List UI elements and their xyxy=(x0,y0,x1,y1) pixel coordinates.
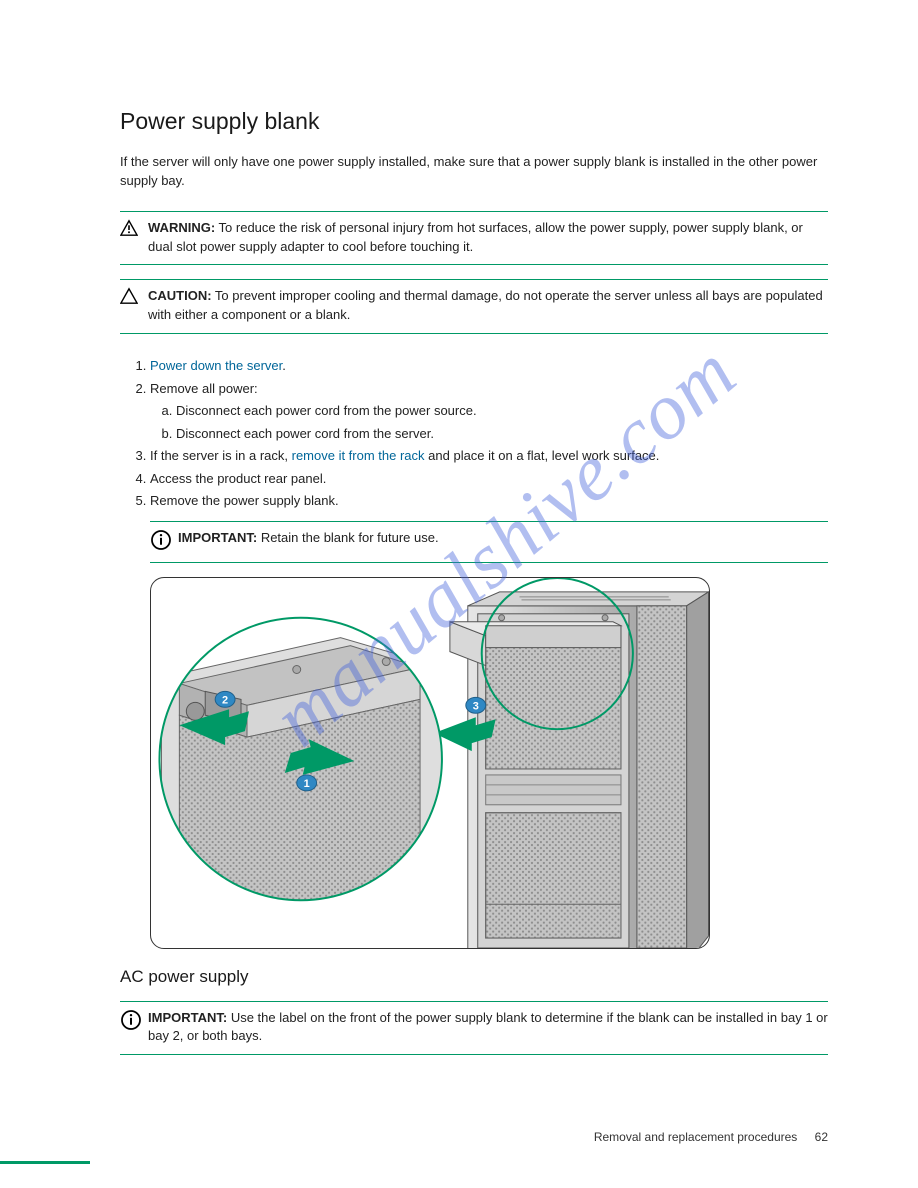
important-icon-2 xyxy=(120,1009,142,1034)
step-1-link[interactable]: Power down the server xyxy=(150,358,282,373)
callout-1-label: 1 xyxy=(304,777,310,789)
step-2a: Disconnect each power cord from the powe… xyxy=(176,401,828,421)
subheading-ac-psu: AC power supply xyxy=(120,967,828,987)
important-text-1: Retain the blank for future use. xyxy=(257,530,438,545)
step-2b: Disconnect each power cord from the serv… xyxy=(176,424,828,444)
warning-icon xyxy=(120,219,142,240)
callout-3-label: 3 xyxy=(473,700,479,712)
step-2: Remove all power: Disconnect each power … xyxy=(150,379,828,444)
step-5: Remove the power supply blank. xyxy=(150,491,828,511)
important-retain-blank: IMPORTANT: Retain the blank for future u… xyxy=(150,521,828,563)
step-3-link[interactable]: remove it from the rack xyxy=(292,448,425,463)
step-1: Power down the server. xyxy=(150,356,828,376)
figure-remove-psu-blank: 3 xyxy=(150,577,710,949)
important-body-1: IMPORTANT: Retain the blank for future u… xyxy=(178,529,828,548)
step-3-tail: and place it on a flat, level work surfa… xyxy=(425,448,660,463)
step-2-text: Remove all power: xyxy=(150,381,258,396)
important-body-2: IMPORTANT: Use the label on the front of… xyxy=(148,1009,828,1047)
step-4: Access the product rear panel. xyxy=(150,469,828,489)
steps-list: Power down the server. Remove all power:… xyxy=(120,356,828,511)
footer-section: Removal and replacement procedures xyxy=(594,1130,797,1144)
warning-label: WARNING: xyxy=(148,220,215,235)
caution-text: To prevent improper cooling and thermal … xyxy=(148,288,823,322)
footer-page: 62 xyxy=(815,1130,828,1144)
important-label-2: IMPORTANT: xyxy=(148,1010,227,1025)
important-icon xyxy=(150,529,172,554)
page-root: Power supply blank If the server will on… xyxy=(0,0,918,1129)
caution-icon xyxy=(120,287,142,308)
step-1-tail: . xyxy=(282,358,286,373)
intro-paragraph: If the server will only have one power s… xyxy=(120,153,828,191)
warning-body: WARNING: To reduce the risk of personal … xyxy=(148,219,828,257)
caution-label: CAUTION: xyxy=(148,288,212,303)
important-label-1: IMPORTANT: xyxy=(178,530,257,545)
caution-callout: CAUTION: To prevent improper cooling and… xyxy=(120,279,828,334)
step-3: If the server is in a rack, remove it fr… xyxy=(150,446,828,466)
warning-text: To reduce the risk of personal injury fr… xyxy=(148,220,803,254)
step-3-lead: If the server is in a rack, xyxy=(150,448,292,463)
callout-2-label: 2 xyxy=(222,694,228,706)
page-footer: Removal and replacement procedures 62 xyxy=(594,1130,828,1144)
page-title: Power supply blank xyxy=(120,108,828,135)
important-bay-label: IMPORTANT: Use the label on the front of… xyxy=(120,1001,828,1056)
footer-accent-bar xyxy=(0,1161,90,1164)
important-text-2: Use the label on the front of the power … xyxy=(148,1010,828,1044)
step-2-sublist: Disconnect each power cord from the powe… xyxy=(150,401,828,443)
caution-body: CAUTION: To prevent improper cooling and… xyxy=(148,287,828,325)
warning-callout: WARNING: To reduce the risk of personal … xyxy=(120,211,828,266)
